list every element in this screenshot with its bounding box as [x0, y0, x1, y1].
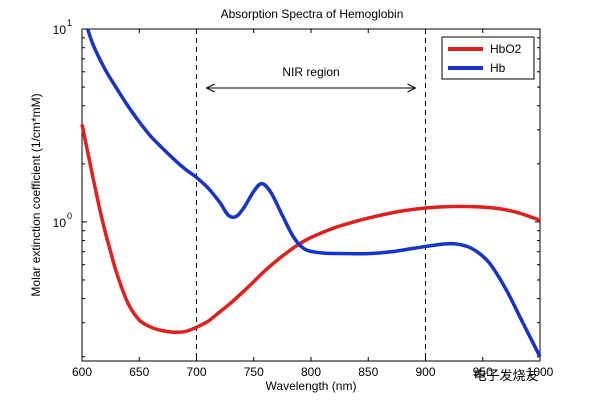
nir-region-annotation: NIR region [205, 65, 417, 93]
x-tick-label-950: 950 [473, 365, 493, 379]
legend-box [441, 36, 535, 80]
nir-arrow-head-left [205, 83, 215, 93]
x-axis-ticks: 600 650 700 750 800 850 900 950 1000 [72, 29, 554, 379]
legend: HbO2 Hb [441, 36, 535, 80]
chart-title: Absorption Spectra of Hemoglobin [221, 7, 404, 21]
series-lines [80, 28, 542, 358]
y-tick-label-10: 10 [53, 23, 67, 37]
x-tick-label-850: 850 [358, 365, 378, 379]
x-tick-label-750: 750 [244, 365, 264, 379]
legend-label-hb: Hb [490, 61, 506, 75]
x-tick-label-900: 900 [415, 365, 435, 379]
plot-area [81, 28, 541, 362]
x-axis-label: Wavelength (nm) [266, 379, 357, 393]
y-tick-label-exp-10: 1 [67, 18, 72, 28]
y-tick-label-1: 10 [53, 216, 67, 230]
x-tick-label-1000: 1000 [527, 365, 554, 379]
y-axis-label: Molar extinction coefficient (1/cm*mM) [29, 93, 43, 296]
series-hb-line [86, 28, 542, 358]
y-tick-label-exp-1: 0 [67, 211, 72, 221]
series-hbo2-line [80, 124, 541, 335]
x-tick-label-600: 600 [72, 365, 92, 379]
nir-arrow-head-right [407, 83, 417, 93]
nir-region-label: NIR region [282, 65, 339, 79]
x-tick-label-650: 650 [129, 365, 149, 379]
watermark-text: 电子发烧友 [473, 368, 538, 383]
x-tick-label-800: 800 [301, 365, 321, 379]
x-tick-label-700: 700 [186, 365, 206, 379]
nir-boundary-lines [196, 29, 426, 361]
legend-label-hbo2: HbO2 [490, 42, 522, 56]
